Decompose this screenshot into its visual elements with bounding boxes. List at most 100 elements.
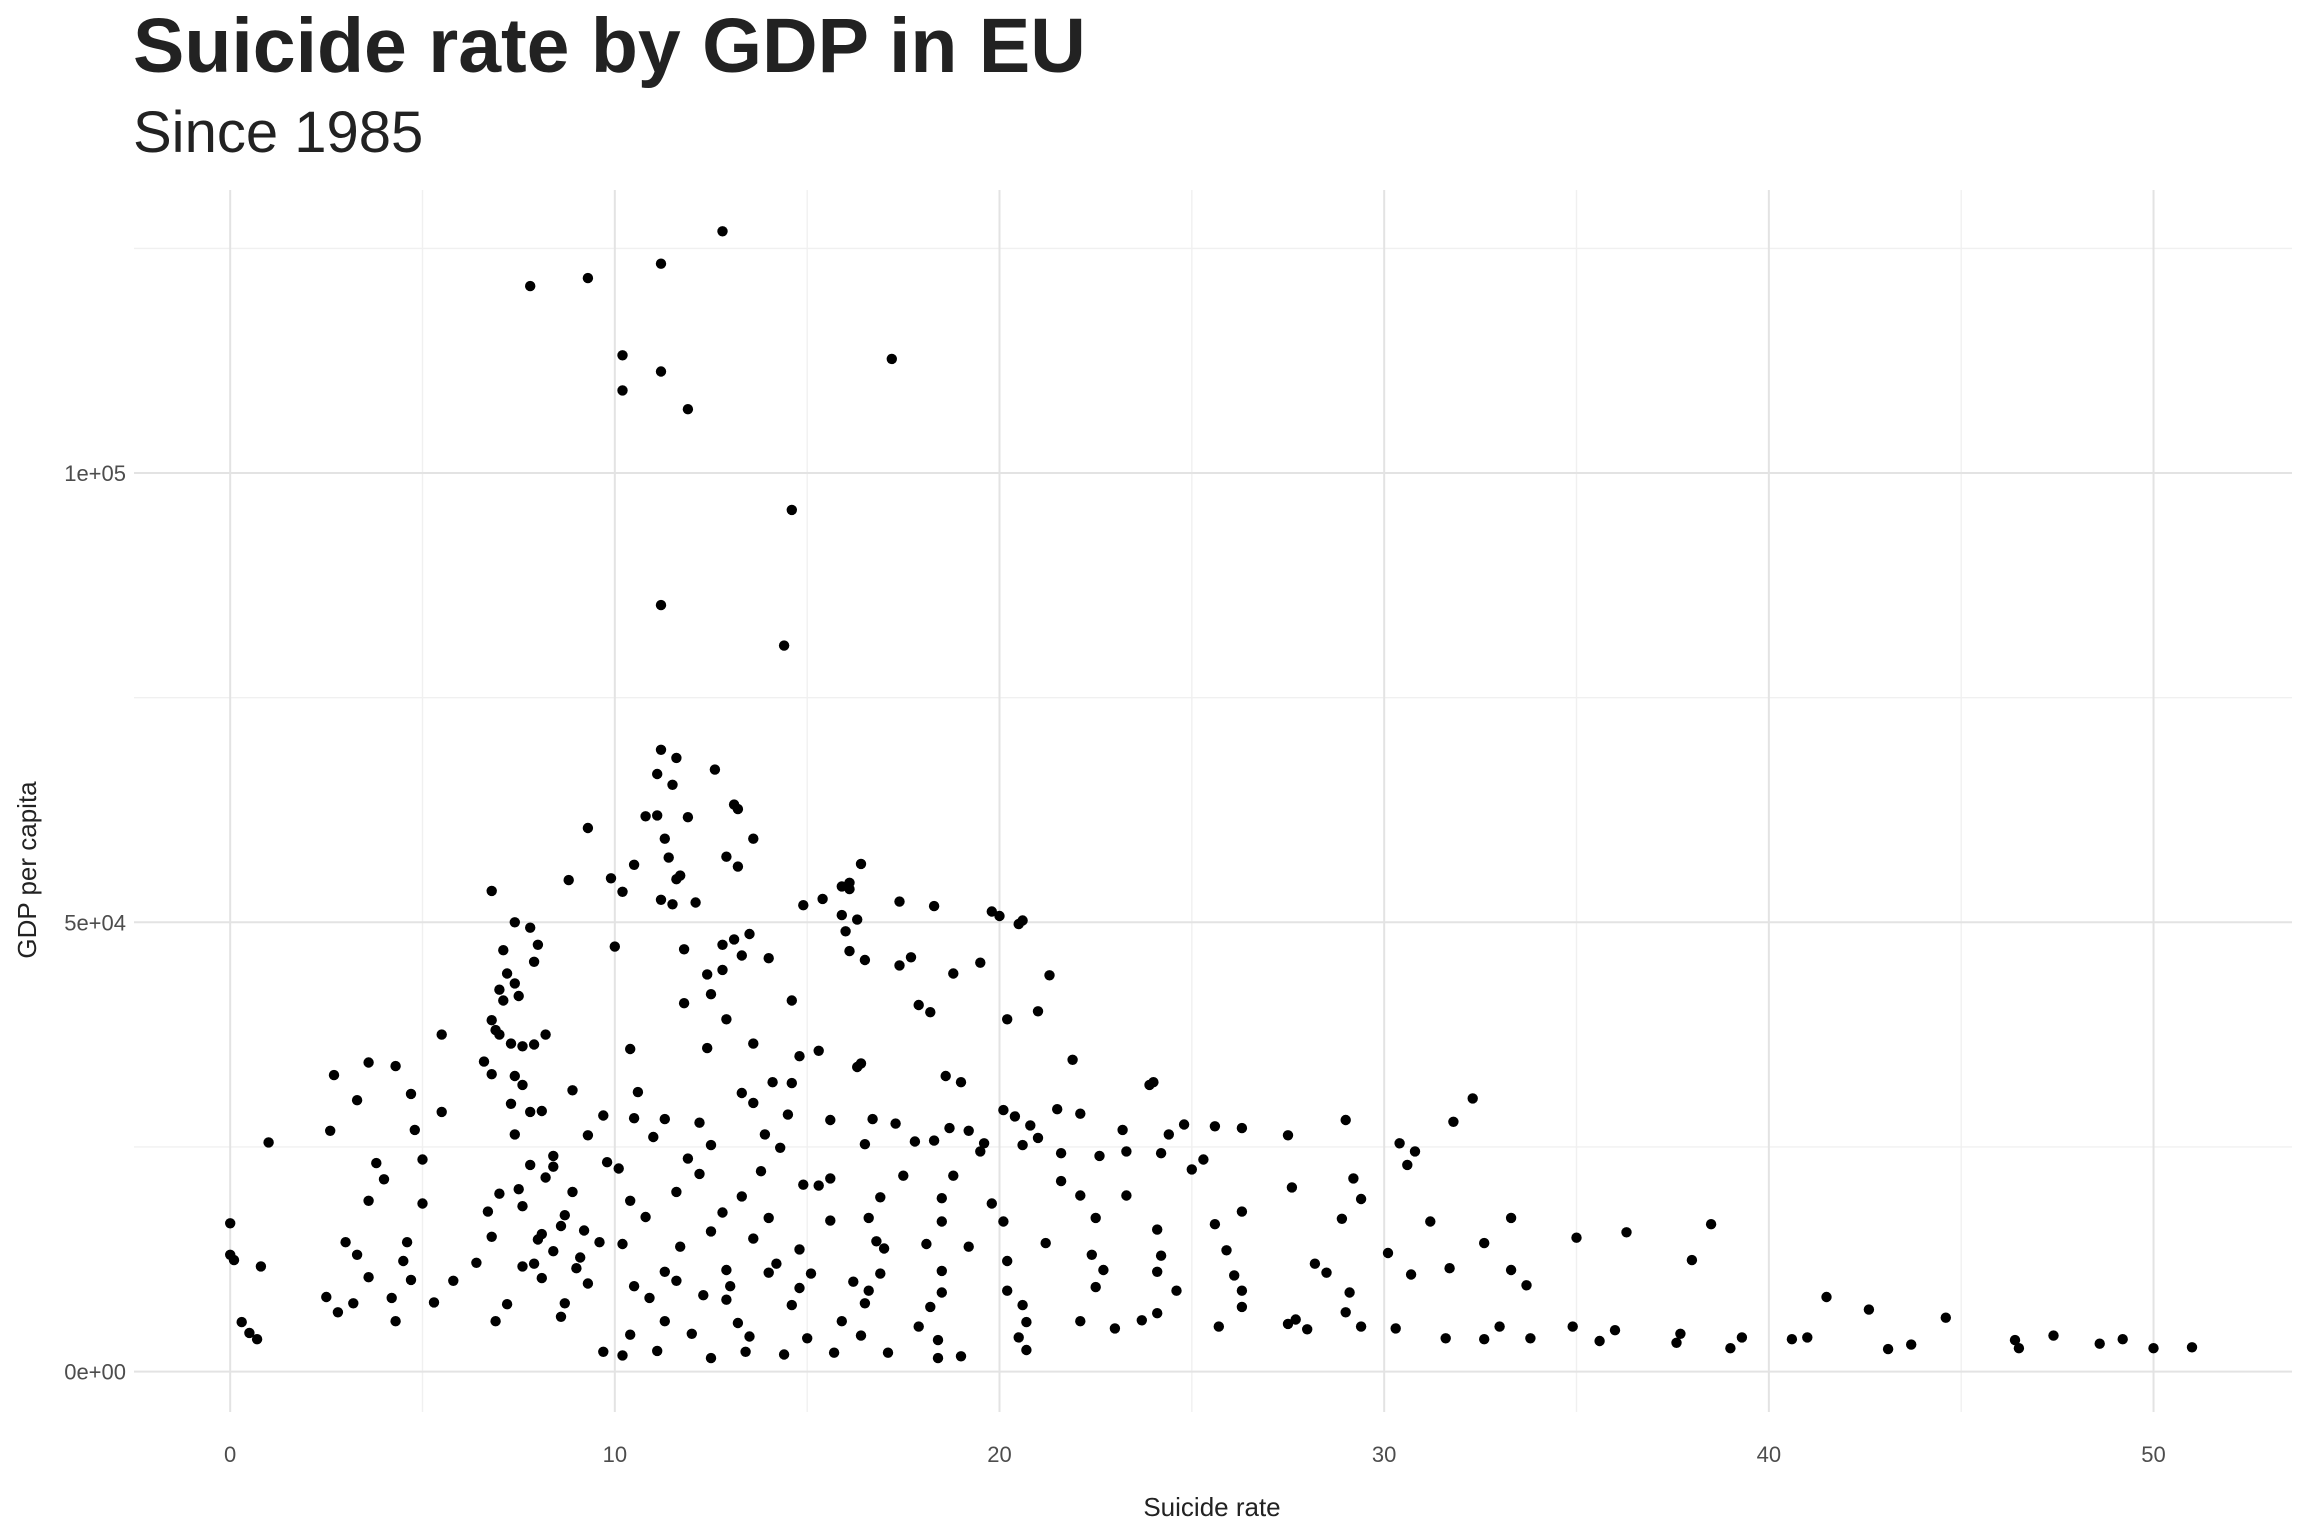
data-point: [505, 1038, 517, 1049]
data-point: [1705, 1219, 1717, 1230]
data-point: [2009, 1334, 2021, 1346]
data-point: [1348, 1173, 1359, 1184]
data-point: [625, 1329, 636, 1340]
data-point: [913, 1321, 924, 1332]
data-point: [617, 1238, 628, 1250]
data-point: [1075, 1108, 1086, 1119]
data-point: [925, 1007, 936, 1018]
data-point: [748, 1097, 759, 1109]
data-point: [748, 1233, 759, 1244]
data-point: [1021, 1344, 1032, 1356]
data-point: [732, 1317, 744, 1329]
data-point: [1236, 1285, 1248, 1296]
data-point: [567, 1186, 578, 1198]
data-point: [1067, 1054, 1078, 1066]
data-point: [517, 1079, 528, 1091]
data-point: [1344, 1287, 1355, 1298]
data-point: [478, 1056, 490, 1067]
data-point: [671, 1186, 682, 1198]
data-point: [582, 1130, 594, 1141]
chart-subtitle: Since 1985: [133, 100, 424, 165]
data-point: [948, 968, 959, 979]
data-point: [671, 1275, 682, 1287]
data-point: [659, 1266, 670, 1278]
data-point: [498, 995, 509, 1006]
data-point: [1394, 1138, 1405, 1149]
data-point: [705, 989, 717, 1000]
data-point: [1013, 918, 1024, 930]
data-point: [717, 964, 728, 976]
data-point: [986, 1198, 997, 1209]
x-tick-label: 40: [1757, 1442, 1781, 1467]
data-point: [1055, 1175, 1067, 1187]
data-point: [871, 1236, 882, 1247]
data-point: [409, 1124, 420, 1136]
data-point: [548, 1246, 559, 1257]
data-point: [1025, 1120, 1036, 1131]
data-point: [2094, 1338, 2105, 1349]
data-point: [732, 803, 744, 815]
data-point: [986, 906, 997, 917]
data-point: [702, 1042, 713, 1054]
x-tick-label: 20: [987, 1442, 1011, 1467]
data-point: [905, 952, 917, 963]
data-point: [675, 1241, 686, 1252]
data-point: [582, 272, 594, 284]
data-point: [1505, 1264, 1517, 1276]
data-point: [640, 1211, 651, 1223]
data-point: [528, 1039, 540, 1050]
data-point: [517, 1201, 528, 1212]
data-point: [498, 945, 509, 956]
data-point: [667, 779, 678, 790]
data-point: [721, 1014, 732, 1025]
data-point: [1736, 1332, 1748, 1343]
data-point: [1032, 1132, 1044, 1144]
data-point: [578, 1225, 590, 1236]
data-point: [582, 822, 594, 834]
data-point: [767, 1077, 778, 1088]
data-point: [532, 939, 544, 950]
data-point: [536, 1105, 547, 1117]
data-point: [663, 852, 674, 863]
data-point: [817, 893, 828, 905]
data-point: [925, 1301, 936, 1313]
data-point: [875, 1192, 886, 1203]
data-point: [755, 1166, 767, 1177]
data-point: [563, 874, 574, 886]
data-point: [1094, 1150, 1105, 1162]
data-point: [859, 1139, 871, 1150]
data-point: [717, 226, 728, 237]
data-point: [855, 1330, 867, 1341]
data-point: [721, 1294, 732, 1305]
data-point: [836, 1316, 847, 1327]
data-point: [628, 1281, 640, 1292]
data-point: [348, 1298, 359, 1309]
data-point: [709, 764, 721, 775]
data-point: [390, 1060, 401, 1072]
data-point: [898, 1170, 909, 1181]
data-point: [2186, 1342, 2198, 1353]
data-point: [417, 1198, 428, 1209]
data-point: [1171, 1285, 1182, 1296]
data-point: [682, 812, 694, 823]
data-point: [667, 899, 678, 910]
data-point: [936, 1193, 947, 1204]
data-point: [575, 1252, 586, 1263]
data-point: [794, 1051, 805, 1062]
data-point: [928, 1135, 940, 1146]
y-tick-label: 0e+00: [64, 1360, 126, 1385]
data-point: [836, 909, 847, 921]
data-point: [2117, 1334, 2128, 1345]
data-point: [998, 1216, 1009, 1227]
data-point: [698, 1290, 709, 1301]
data-point: [1621, 1227, 1632, 1238]
data-point: [717, 939, 728, 950]
data-point: [1282, 1130, 1294, 1141]
data-point: [748, 833, 759, 844]
data-point: [486, 1231, 497, 1243]
data-point: [682, 404, 694, 415]
data-point: [251, 1334, 263, 1345]
data-point: [494, 1029, 505, 1040]
data-point: [828, 1347, 840, 1358]
data-point: [1152, 1308, 1163, 1319]
